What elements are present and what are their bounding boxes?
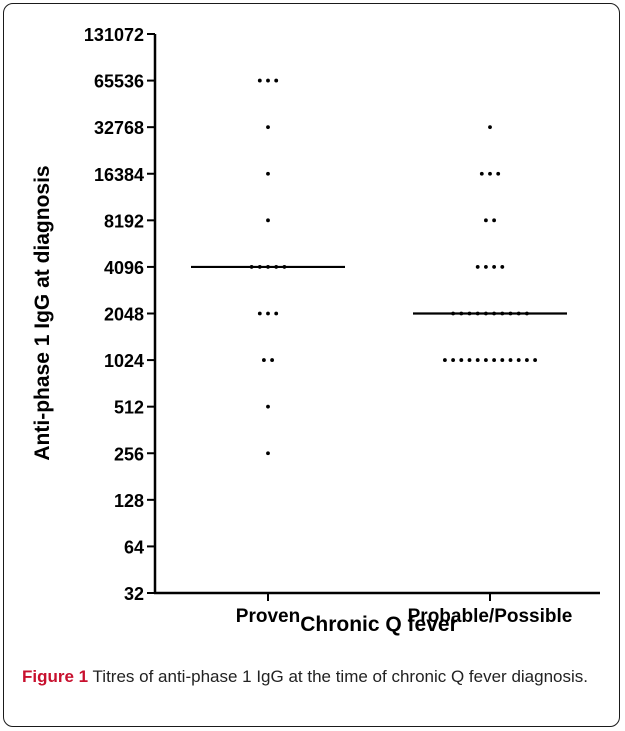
figure-caption: Figure 1 Titres of anti-phase 1 IgG at t… [22, 664, 607, 689]
data-point [500, 358, 505, 362]
y-axis-ticks: 32 64 128 256 512 1024 2048 4096 8192 16384 32768 6… [84, 25, 155, 604]
data-point [266, 218, 270, 223]
data-point [270, 358, 274, 362]
median-lines [191, 265, 567, 315]
y-tick-label: 1024 [104, 351, 144, 371]
x-tick-label: Proven [236, 606, 300, 627]
data-point [500, 265, 505, 269]
data-point [443, 358, 447, 362]
y-tick-label: 4096 [104, 258, 144, 278]
y-tick-label: 2048 [104, 305, 144, 325]
data-point [488, 125, 492, 130]
x-axis-label: Chronic Q fever [300, 613, 458, 636]
data-point [492, 218, 496, 223]
caption-text: Titres of anti-phase 1 IgG at the time o… [92, 667, 588, 686]
x-tick-label: Probable/Possible [408, 606, 573, 627]
data-point [266, 451, 270, 456]
data-point [257, 78, 262, 83]
y-tick-label: 65536 [94, 72, 144, 92]
data-point [484, 358, 488, 362]
data-point [475, 358, 480, 362]
caption-label: Figure 1 [22, 667, 89, 686]
data-point [533, 358, 537, 362]
y-tick-label: 64 [124, 537, 144, 557]
data-point [451, 358, 455, 362]
y-tick-label: 131072 [84, 25, 144, 45]
data-point [516, 358, 521, 362]
y-tick-label: 16384 [94, 165, 144, 185]
data-point [484, 218, 488, 223]
data-point [266, 404, 270, 409]
y-tick-label: 32768 [94, 118, 144, 138]
scatter-chart: 32 64 128 256 512 1024 2048 4096 8192 16384 32768 6… [31, 25, 600, 636]
y-tick-label: 8192 [104, 211, 144, 231]
data-point [525, 358, 529, 362]
data-point [266, 78, 270, 83]
y-axis-label: Anti-phase 1 IgG at diagnosis [31, 165, 54, 460]
data-point [479, 171, 484, 176]
x-axis-ticks: Proven Probable/Possible [236, 593, 573, 627]
data-point [266, 311, 270, 316]
data-point [459, 358, 464, 362]
y-tick-label: 128 [114, 491, 144, 511]
data-point [475, 265, 480, 269]
data-point [274, 78, 279, 83]
data-point [266, 171, 270, 176]
data-point [274, 311, 279, 316]
data-point [508, 358, 513, 362]
y-tick-label: 256 [114, 444, 144, 464]
data-point [257, 311, 262, 316]
y-tick-label: 32 [124, 584, 144, 604]
data-point [484, 265, 488, 269]
figure-frame [3, 3, 620, 727]
data-point [266, 125, 270, 130]
data-point [467, 358, 472, 362]
data-point [492, 358, 496, 362]
data-point [262, 358, 266, 362]
data-point [488, 171, 492, 176]
y-tick-label: 512 [114, 398, 144, 418]
data-point [492, 265, 496, 269]
data-point [496, 171, 501, 176]
